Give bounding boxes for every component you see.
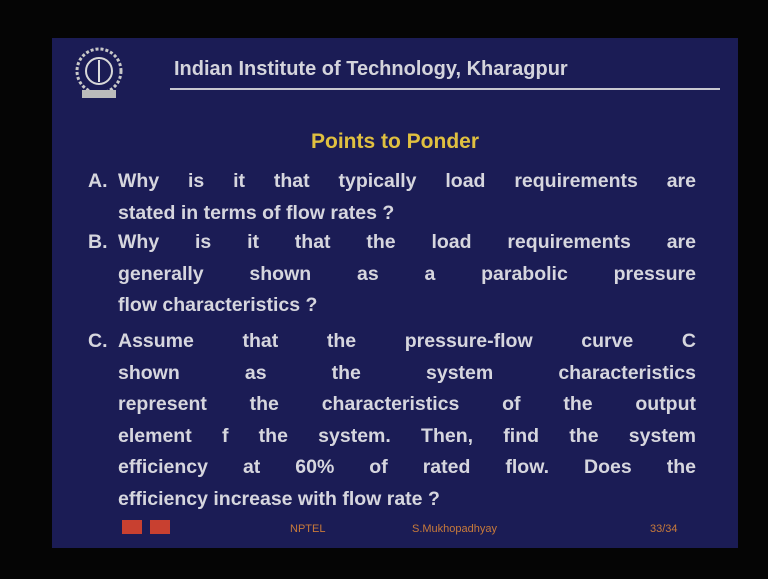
prev-button[interactable] <box>122 520 142 534</box>
logo <box>75 47 123 98</box>
item-line: Assume that the pressure-flow curve C <box>118 330 696 352</box>
item-line: Why is it that the load requirements are <box>118 231 696 253</box>
heading: Points to Ponder <box>311 130 479 153</box>
item-line: represent the characteristics of the out… <box>118 393 696 415</box>
slide: Indian Institute of Technology, Kharagpu… <box>52 38 738 548</box>
item-label: C. <box>88 330 108 352</box>
item-line: efficiency increase with flow rate ? <box>118 487 440 510</box>
item-line: Why is it that typically load requiremen… <box>118 170 696 192</box>
item-line: generally shown as a parabolic pressure <box>118 262 696 285</box>
item-line: flow characteristics ? <box>118 294 318 316</box>
item-line: element f the system. Then, find the sys… <box>118 424 696 447</box>
item-label: B. <box>88 231 108 253</box>
footer-course: NPTEL <box>290 523 326 535</box>
item-line: shown as the system characteristics <box>118 361 696 384</box>
item-label: A. <box>88 170 108 192</box>
footer-author: S.Mukhopadhyay <box>412 523 497 535</box>
item-line: efficiency at 60% of rated flow. Does th… <box>118 456 696 478</box>
institute-title: Indian Institute of Technology, Kharagpu… <box>174 58 568 80</box>
item-line: stated in terms of flow rates ? <box>118 201 395 224</box>
next-button[interactable] <box>150 520 170 534</box>
footer-page: 33/34 <box>650 523 678 535</box>
title-rule <box>170 88 720 90</box>
